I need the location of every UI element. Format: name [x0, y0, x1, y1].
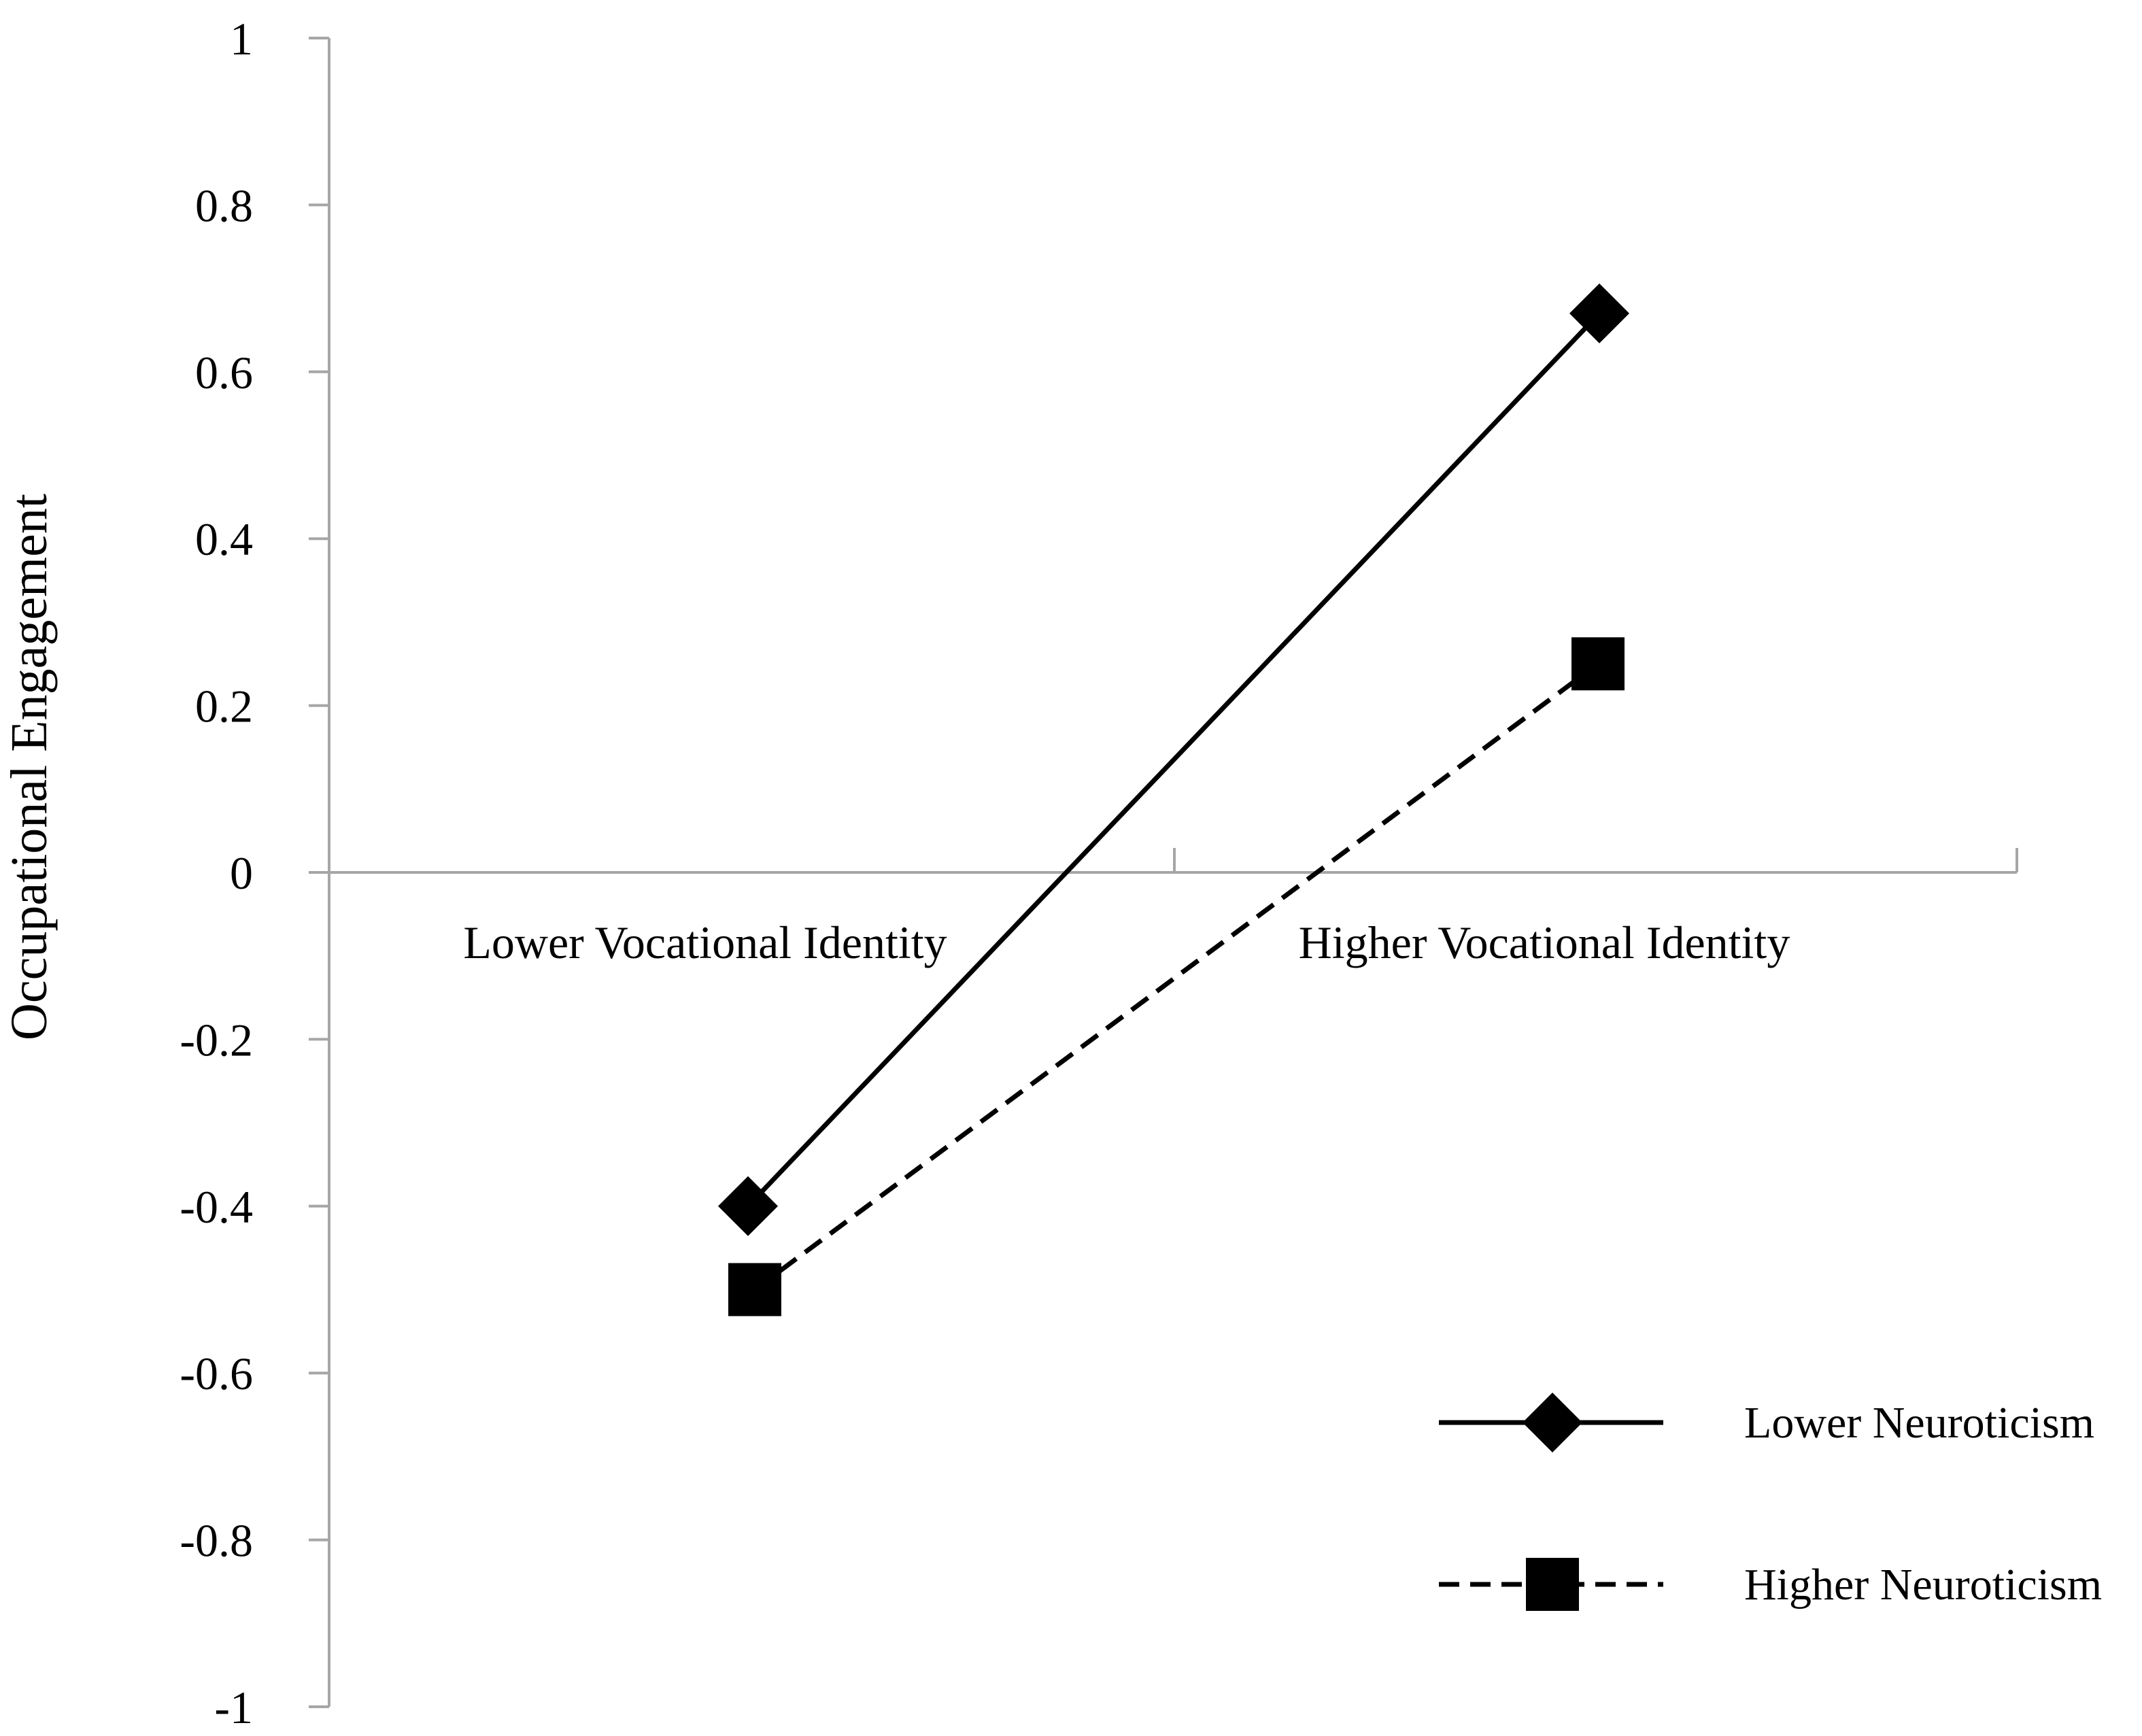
- legend-entry: Lower Neuroticism: [1439, 1393, 2094, 1452]
- x-category-label: Higher Vocational Identity: [1299, 917, 1790, 968]
- y-tick-label: -1: [214, 1682, 253, 1733]
- y-tick-label: 1: [230, 13, 253, 65]
- y-axis: [309, 37, 330, 1708]
- y-tick-label: 0.6: [195, 347, 253, 398]
- y-tick-label: 0.4: [195, 513, 253, 565]
- legend-label: Lower Neuroticism: [1744, 1398, 2094, 1448]
- data-point-diamond: [1569, 283, 1629, 343]
- x-axis: [329, 848, 2018, 874]
- series-line: [753, 662, 1600, 1292]
- legend: Lower Neuroticism Higher Neuroticism: [1439, 1393, 2102, 1611]
- data-point-diamond: [718, 1176, 778, 1236]
- legend-diamond-marker: [1523, 1393, 1582, 1452]
- legend-label: Higher Neuroticism: [1744, 1560, 2102, 1610]
- y-tick-label: -0.6: [180, 1348, 253, 1399]
- y-tick-label: -0.2: [180, 1014, 253, 1066]
- y-tick-label: 0.2: [195, 681, 253, 732]
- y-tick-label: 0.8: [195, 180, 253, 231]
- series-diamond-line: [718, 283, 1629, 1236]
- y-axis-title: Occupational Engagement: [1, 494, 58, 1040]
- series-line: [746, 311, 1601, 1208]
- legend-entry: Higher Neuroticism: [1439, 1558, 2102, 1611]
- y-tick-labels: 1 0.8 0.6 0.4 0.2 0 -0.2 -0.4 -0.6 -0.8 -1: [180, 13, 253, 1733]
- y-tick-label: -0.4: [180, 1181, 253, 1233]
- legend-square-marker: [1526, 1558, 1579, 1611]
- y-tick-label: -0.8: [180, 1515, 253, 1567]
- x-category-labels: Lower Vocational Identity Higher Vocation…: [463, 917, 1790, 968]
- data-point-square: [728, 1263, 781, 1316]
- series-square-line: [728, 637, 1625, 1316]
- x-category-label: Lower Vocational Identity: [463, 917, 947, 968]
- series-group: [718, 283, 1629, 1316]
- data-point-square: [1571, 637, 1625, 691]
- y-tick-label: 0: [230, 847, 253, 899]
